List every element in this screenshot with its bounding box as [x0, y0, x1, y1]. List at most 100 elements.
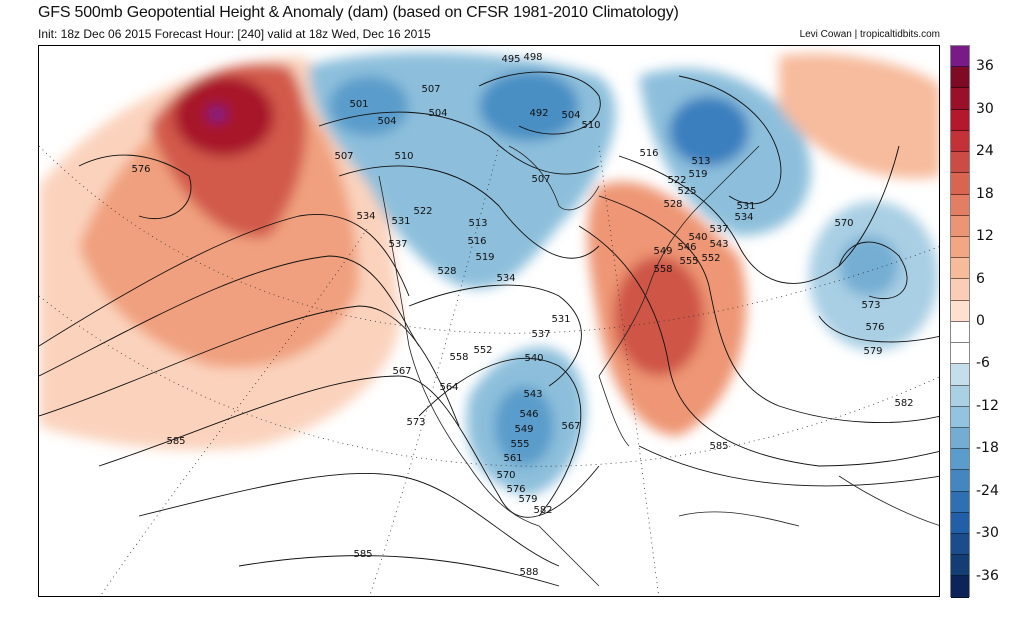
contour-label: 522 — [667, 175, 686, 186]
contour-label: 537 — [388, 239, 407, 250]
contour-label: 543 — [523, 389, 542, 400]
colorbar-segment — [951, 88, 969, 110]
contour-label: 525 — [677, 186, 696, 197]
contour-label: 570 — [496, 470, 515, 481]
contour-label: 570 — [834, 218, 853, 229]
contour-label: 531 — [551, 314, 570, 325]
colorbar-label: 30 — [976, 100, 994, 117]
colorbar-label: -24 — [976, 482, 999, 499]
contour-label: 534 — [356, 211, 375, 222]
contour-label: 567 — [561, 421, 580, 432]
colorbar-label: 0 — [976, 313, 985, 329]
contour-label: 510 — [581, 120, 600, 131]
colorbar-segment — [951, 449, 969, 471]
contour-label: 504 — [561, 110, 580, 121]
colorbar-segment — [951, 406, 969, 428]
contour-label: 573 — [861, 300, 880, 311]
contour-label: 543 — [709, 239, 728, 250]
colorbar-segment — [951, 194, 969, 216]
contour-label: 546 — [677, 242, 696, 253]
forecast-info: Init: 18z Dec 06 2015 Forecast Hour: [24… — [38, 27, 431, 41]
contour-label: 576 — [131, 164, 150, 175]
contour-label: 510 — [394, 151, 413, 162]
colorbar-segment — [951, 385, 969, 407]
colorbar-segment — [951, 470, 969, 492]
colorbar-segment — [951, 364, 969, 386]
negative-anomaly-bc — [329, 76, 409, 136]
contour-label: 549 — [653, 246, 672, 257]
colorbar-segment — [951, 258, 969, 280]
contour-label: 522 — [413, 206, 432, 217]
colorbar-segment — [951, 279, 969, 301]
contour-label: 588 — [519, 567, 538, 578]
contour-label: 576 — [506, 484, 525, 495]
contour-label: 504 — [428, 108, 447, 119]
contour-label: 540 — [524, 353, 543, 364]
contour-label: 558 — [653, 264, 672, 275]
colorbar-label: -30 — [976, 525, 999, 542]
contour-label: 582 — [894, 398, 913, 409]
contour-label: 507 — [531, 174, 550, 185]
contour-label: 579 — [518, 494, 537, 505]
contour-label: 585 — [166, 436, 185, 447]
negative-anomaly-atlantic-core — [839, 236, 899, 296]
contour-label: 495 — [501, 54, 520, 65]
contour-label: 516 — [639, 148, 658, 159]
contour-label: 534 — [734, 212, 753, 223]
contour-label: 513 — [468, 218, 487, 229]
colorbar-segment — [951, 67, 969, 89]
contour-label: 519 — [688, 169, 707, 180]
contour-label: 516 — [467, 236, 486, 247]
contour-label: 531 — [736, 201, 755, 212]
contour-label: 582 — [533, 505, 552, 516]
colorbar-label: -18 — [976, 440, 999, 457]
colorbar-label: 36 — [976, 58, 994, 75]
credit: Levi Cowan | tropicaltidbits.com — [799, 29, 940, 40]
colorbar-segment — [951, 130, 969, 153]
colorbar-segment — [951, 555, 969, 577]
negative-anomaly-hudson — [479, 71, 579, 141]
contour-label: 498 — [523, 52, 542, 63]
contour-label: 513 — [691, 156, 710, 167]
colorbar-segment — [951, 46, 969, 68]
contour-label: 507 — [334, 151, 353, 162]
contour-label: 534 — [496, 273, 515, 284]
contour-label: 546 — [519, 409, 538, 420]
height-contours — [39, 71, 939, 587]
colorbar-label: -36 — [976, 567, 999, 584]
contour-label: 573 — [406, 417, 425, 428]
contour-label: 558 — [449, 352, 468, 363]
contour-label: 537 — [531, 329, 550, 340]
colorbar-segment — [951, 215, 969, 237]
colorbar-segment — [951, 173, 969, 195]
contour-label: 585 — [709, 441, 728, 452]
colorbar-segment — [951, 236, 969, 259]
anomaly-map: 576 585 585 588 582 585 579 576 573 570 501 504 507 5… — [38, 45, 940, 597]
colorbar-label: -12 — [976, 397, 999, 414]
contour-label: 585 — [353, 549, 372, 560]
colorbar-label: 18 — [976, 185, 994, 202]
contour-label: 528 — [663, 199, 682, 210]
contour-label: 501 — [349, 99, 368, 110]
contour-label: 552 — [701, 253, 720, 264]
colorbar-segment — [951, 534, 969, 556]
colorbar-label: 24 — [976, 143, 994, 160]
colorbar-label: -6 — [976, 355, 990, 372]
anomaly-peak — [207, 106, 227, 122]
colorbar-segment — [951, 152, 969, 174]
colorbar-segment — [951, 512, 969, 535]
negative-anomaly-southwest-core — [494, 386, 554, 466]
contour-label: 531 — [391, 216, 410, 227]
contour-label: 567 — [392, 366, 411, 377]
contour-label: 540 — [688, 232, 707, 243]
contour-label: 552 — [473, 345, 492, 356]
contour-label: 561 — [503, 453, 522, 464]
contour-label: 555 — [510, 439, 529, 450]
colorbar-segment — [951, 343, 969, 365]
colorbar-segment — [951, 109, 969, 131]
colorbar-label: 12 — [976, 228, 994, 245]
colorbar-segment — [951, 300, 969, 322]
contour-label: 504 — [377, 116, 396, 127]
